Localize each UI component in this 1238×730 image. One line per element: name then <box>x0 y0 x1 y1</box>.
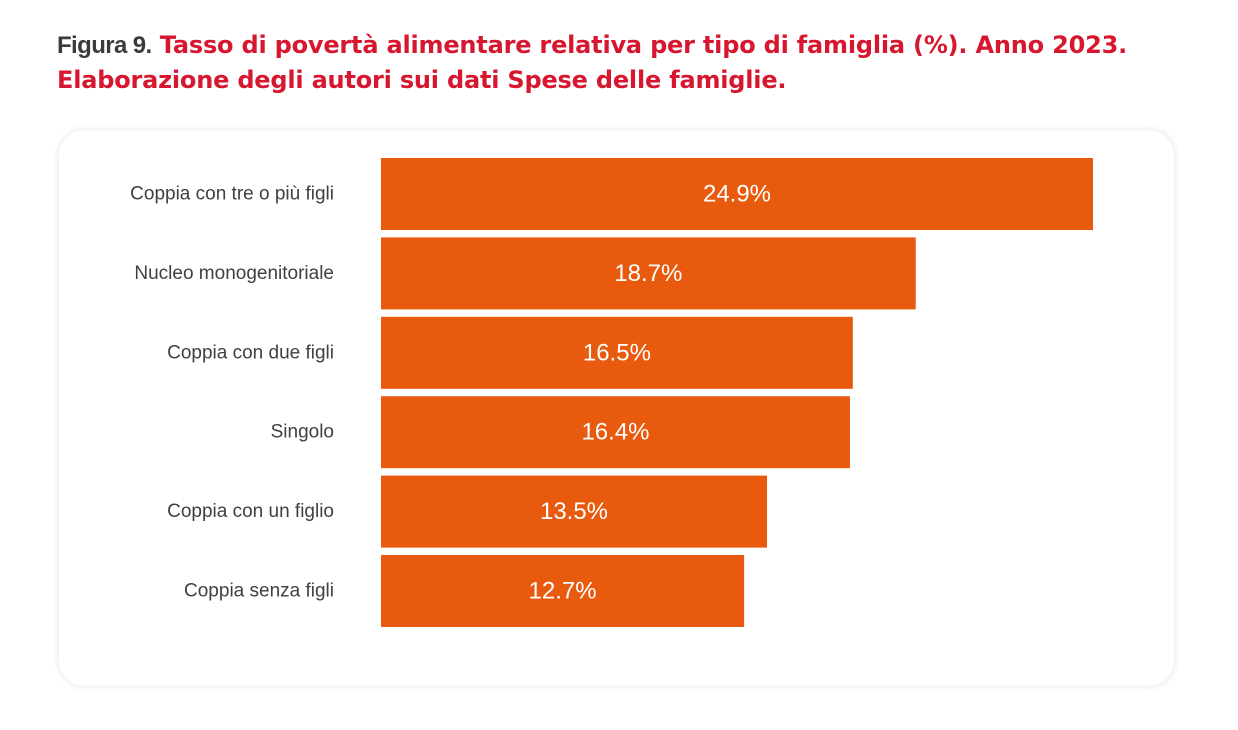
value-label: 13.5% <box>540 498 608 525</box>
bar-5 <box>381 555 745 627</box>
bar-1 <box>381 237 916 310</box>
bar-chart: Coppia con tre o più figli 24.9% Nucleo mo… <box>130 158 1093 627</box>
value-label: 12.7% <box>529 578 597 605</box>
figure-number: Figura 9. <box>57 32 152 59</box>
chart-card: Coppia con tre o più figli 24.9% Nucleo mo… <box>59 130 1174 686</box>
category-label: Coppia con tre o più figli <box>130 184 334 205</box>
bar-4 <box>381 475 768 548</box>
value-label: 18.7% <box>614 260 682 287</box>
category-label: Singolo <box>271 422 334 443</box>
value-label: 16.5% <box>583 339 651 366</box>
category-label: Nucleo monogenitoriale <box>134 263 334 284</box>
bar-2 <box>381 316 853 389</box>
bar-0 <box>381 158 1093 230</box>
figure-caption: Figura 9. Tasso di povertà alimentare re… <box>57 28 1217 97</box>
value-label: 24.9% <box>703 181 771 208</box>
bar-3 <box>381 396 850 469</box>
category-label: Coppia con due figli <box>167 342 334 363</box>
category-label: Coppia con un figlio <box>167 501 334 522</box>
value-label: 16.4% <box>581 419 649 446</box>
figure-title: Tasso di povertà alimentare relativa per… <box>57 31 1128 94</box>
category-label: Coppia senza figli <box>184 581 334 602</box>
